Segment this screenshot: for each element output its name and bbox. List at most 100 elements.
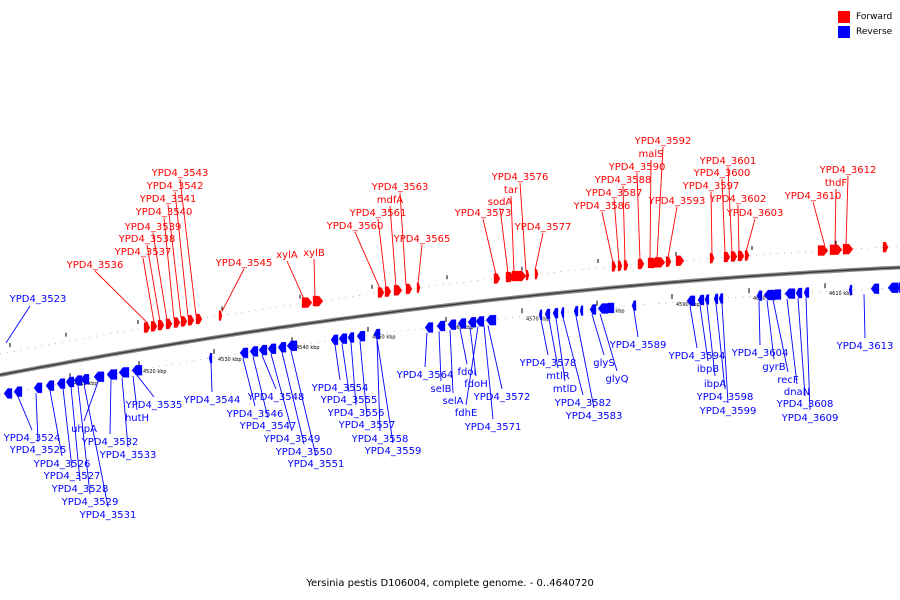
leader-line	[152, 232, 168, 321]
leader-line	[377, 218, 387, 288]
leader-line	[270, 353, 293, 432]
forward-gene-block	[665, 256, 672, 267]
gene-label: YPD4_3582	[554, 398, 612, 409]
leader-line	[699, 305, 709, 362]
reverse-gene-block	[457, 318, 467, 329]
gene-label: YPD4_3565	[393, 234, 451, 245]
leader-line	[210, 363, 213, 393]
forward-gene-block	[842, 243, 854, 255]
reverse-gene-block	[330, 334, 339, 345]
gene-label: selB	[430, 384, 451, 395]
leader-line	[863, 294, 866, 339]
reverse-gene-block	[73, 375, 83, 386]
reverse-gene-block	[697, 294, 705, 306]
reverse-gene-block	[208, 352, 213, 364]
reverse-gene-block	[603, 302, 615, 314]
gene-label: YPD4_3593	[648, 196, 706, 207]
forward-gene-block	[180, 316, 188, 327]
leader-line	[812, 201, 826, 247]
gene-label: sodA	[488, 197, 513, 208]
gene-label: YPD4_3541	[139, 194, 197, 205]
leader-line	[649, 159, 652, 260]
leader-line	[167, 204, 182, 318]
gene-label: YPD4_3561	[349, 208, 407, 219]
forward-gene-block	[393, 285, 403, 296]
reverse-gene-block	[447, 319, 457, 330]
leader-line	[132, 375, 138, 411]
gene-label: YPD4_3559	[364, 446, 422, 457]
gene-label: YPD4_3544	[183, 395, 241, 406]
leader-line	[487, 325, 503, 390]
reverse-swatch	[838, 25, 850, 38]
leader-line	[548, 318, 559, 369]
leader-line	[540, 319, 549, 356]
forward-gene-block	[218, 310, 223, 321]
leader-line	[281, 352, 305, 445]
legend-forward-label: Forward	[856, 11, 893, 22]
gene-label: YPD4_3547	[239, 421, 297, 432]
leader-line	[721, 178, 726, 254]
forward-gene-block	[143, 322, 151, 333]
leader-line	[727, 166, 733, 253]
reverse-gene-block	[45, 380, 55, 391]
gene-label: YPD4_3537	[114, 247, 172, 258]
forward-gene-block	[675, 255, 685, 266]
leader-line	[376, 339, 381, 432]
gene-label: YPD4_3551	[287, 459, 345, 470]
genome-backbone	[0, 246, 900, 396]
reverse-gene-block	[436, 320, 446, 332]
reverse-gene-block	[13, 386, 23, 397]
leader-line	[136, 374, 155, 398]
gene-label: YPD4_3542	[146, 181, 204, 192]
leader-line	[721, 303, 729, 404]
reverse-gene-block	[286, 340, 298, 351]
leader-line	[179, 178, 197, 316]
gene-label: YPD4_3600	[693, 168, 751, 179]
leader-line	[17, 396, 33, 431]
leader-line	[797, 298, 806, 397]
leader-line	[389, 205, 397, 287]
gene-label: YPD4_3563	[371, 182, 429, 193]
gene-label: YPD4_3599	[699, 406, 757, 417]
forward-gene-block	[525, 269, 530, 281]
reverse-gene-block	[552, 308, 559, 319]
leader-line	[499, 207, 509, 274]
reverse-gene-block	[770, 289, 782, 300]
reverse-gene-block	[249, 346, 259, 357]
leader-line	[94, 270, 149, 324]
gene-label: fdoI	[458, 367, 477, 378]
gene-label: YPD4_3603	[726, 208, 784, 219]
gene-features	[3, 242, 900, 399]
forward-gene-block	[882, 242, 889, 253]
leader-line	[758, 300, 761, 346]
leader-line	[83, 384, 109, 508]
reverse-gene-block	[106, 369, 118, 380]
gene-label: YPD4_3587	[585, 188, 643, 199]
gene-label: mtlD	[553, 384, 577, 395]
leader-line	[562, 317, 584, 396]
gene-label: YPD4_3540	[135, 207, 193, 218]
leader-line	[350, 342, 357, 406]
gene-label: YPD4_3586	[573, 201, 631, 212]
forward-gene-block	[416, 282, 421, 293]
leader-line	[706, 304, 716, 377]
leader-line	[449, 329, 454, 394]
leader-line	[805, 297, 811, 411]
leader-line	[359, 341, 368, 418]
gene-label: YPD4_3588	[594, 175, 652, 186]
leader-line	[845, 175, 849, 246]
gene-label: YPD4_3601	[699, 156, 757, 167]
reverse-gene-block	[33, 382, 43, 393]
forward-gene-block	[709, 252, 715, 264]
leader-line	[252, 356, 269, 419]
forward-gene-block	[744, 250, 750, 261]
scale-tick-label: 4610 kbp	[829, 291, 853, 297]
leader-line	[417, 244, 423, 284]
reverse-gene-block	[803, 287, 810, 298]
map-caption: Yersinia pestis D106004, complete genome…	[306, 578, 594, 589]
gene-label: YPD4_3597	[682, 181, 740, 192]
gene-label: YPD4_3577	[514, 222, 572, 233]
reverse-gene-block	[704, 294, 710, 305]
leader-line	[772, 299, 789, 373]
gene-label: YPD4_3557	[338, 420, 396, 431]
